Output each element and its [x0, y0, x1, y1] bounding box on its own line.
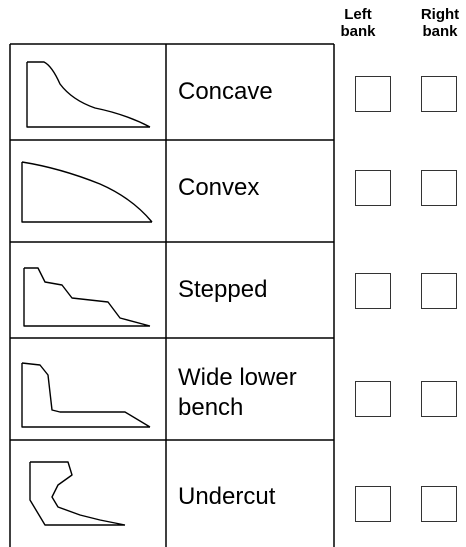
- row-label: Undercut: [178, 483, 276, 510]
- right-bank-checkbox[interactable]: [421, 170, 457, 206]
- right-bank-checkbox[interactable]: [421, 273, 457, 309]
- column-header: Right bank: [420, 6, 460, 40]
- convex-sketch: [21, 161, 153, 223]
- row-label: Convex: [178, 174, 260, 201]
- left-bank-checkbox[interactable]: [355, 381, 391, 417]
- concave-sketch: [26, 61, 151, 128]
- row-label: Concave: [178, 78, 273, 105]
- row-label: Wide lower bench: [178, 364, 297, 421]
- right-bank-checkbox[interactable]: [421, 381, 457, 417]
- right-bank-checkbox[interactable]: [421, 76, 457, 112]
- left-bank-checkbox[interactable]: [355, 76, 391, 112]
- stepped-sketch: [23, 267, 151, 327]
- row-label: Stepped: [178, 276, 268, 303]
- wide-lower-bench-sketch: [21, 362, 151, 428]
- column-header: Left bank: [340, 6, 376, 40]
- right-bank-checkbox[interactable]: [421, 486, 457, 522]
- left-bank-checkbox[interactable]: [355, 170, 391, 206]
- undercut-sketch: [29, 461, 126, 526]
- left-bank-checkbox[interactable]: [355, 273, 391, 309]
- left-bank-checkbox[interactable]: [355, 486, 391, 522]
